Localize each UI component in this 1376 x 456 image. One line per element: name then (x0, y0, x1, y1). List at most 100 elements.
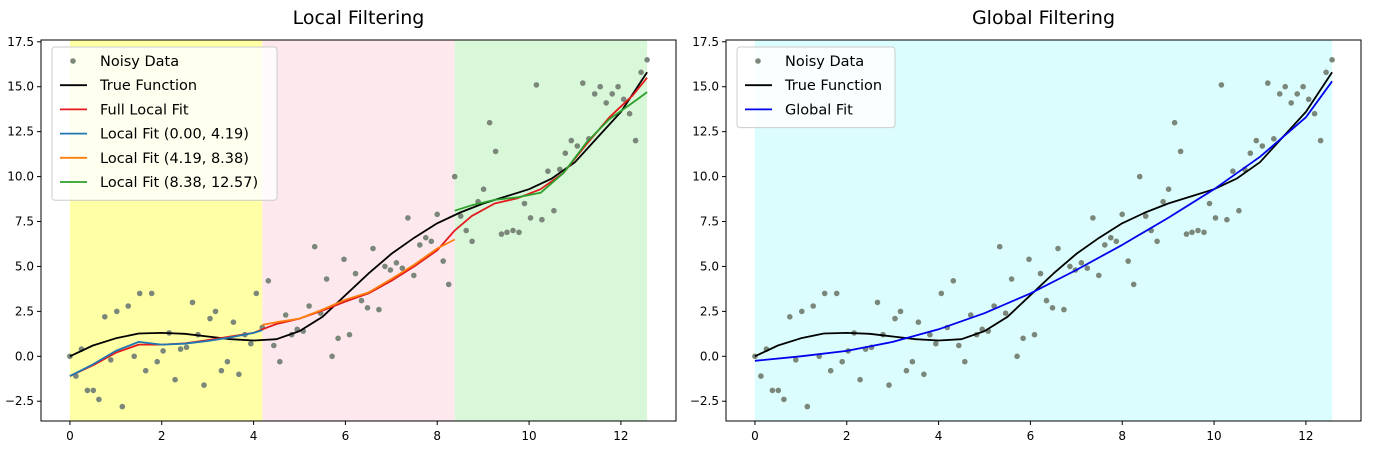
data-point (346, 331, 353, 338)
data-point (183, 344, 190, 351)
y-tick-label: 17.5 (7, 35, 34, 49)
data-point (341, 256, 347, 263)
data-point (1037, 270, 1044, 277)
data-point (177, 346, 184, 352)
data-point (533, 82, 540, 88)
data-point (102, 314, 108, 320)
data-point (626, 110, 633, 117)
data-point (1043, 297, 1050, 304)
data-point (603, 100, 609, 106)
data-point (1171, 119, 1178, 126)
data-point (399, 265, 406, 272)
data-point (114, 308, 120, 315)
data-point (387, 267, 394, 273)
true-function-line (754, 71, 1333, 358)
data-point (1014, 353, 1020, 360)
scatter-series (752, 57, 1335, 410)
data-point (306, 303, 312, 309)
data-point (886, 382, 892, 388)
data-point (1160, 198, 1166, 205)
data-point (1317, 137, 1324, 144)
data-point (1154, 238, 1160, 245)
data-point (393, 260, 400, 266)
global-fit-line (754, 80, 1333, 362)
data-point (781, 396, 787, 403)
data-point (1090, 215, 1096, 221)
data-point (1183, 231, 1190, 237)
data-point (96, 396, 102, 403)
data-point (423, 234, 429, 241)
data-point (236, 371, 242, 378)
data-point (376, 306, 382, 313)
chart-panel-1: 0 2 4 6 8 10 12 −2.5 0.0 2.5 5.0 7.5 10.0 12.5 15.0 17.… (5, 7, 677, 443)
data-point (207, 315, 213, 322)
data-point (1031, 331, 1038, 338)
data-point (1002, 310, 1009, 317)
y-tick-label: 5.0 (15, 259, 34, 273)
y-tick-label: 5.0 (700, 259, 719, 273)
data-point (480, 186, 487, 192)
legend-label: Local Fit (4.19, 8.38) (100, 151, 249, 167)
data-point (1020, 335, 1026, 342)
data-point (827, 367, 834, 374)
legend-label: Global Fit (785, 102, 853, 118)
data-point (510, 227, 516, 234)
data-point (335, 335, 341, 342)
data-point (527, 215, 534, 221)
data-point (154, 358, 160, 365)
data-point (1189, 229, 1195, 236)
data-point (1201, 229, 1207, 236)
data-point (620, 96, 627, 103)
data-point (1195, 227, 1201, 234)
data-point (1026, 256, 1032, 263)
data-point (440, 258, 447, 264)
legend-box (736, 46, 896, 129)
data-point (821, 290, 828, 297)
data-point (933, 340, 939, 347)
legend-marker (70, 58, 76, 64)
legend: Noisy Data True Function Global Fit (736, 46, 896, 129)
data-point (434, 211, 441, 218)
y-tick-label: 10.0 (692, 170, 719, 184)
data-point (545, 168, 551, 174)
data-point (265, 278, 272, 284)
y-tick-label: 17.5 (692, 35, 719, 49)
y-tick-label: 15.0 (692, 80, 719, 94)
data-point (90, 387, 97, 394)
x-tick-label: 8 (433, 429, 441, 443)
local-fit-4-19-8-38-line (262, 238, 456, 326)
data-point (382, 263, 388, 270)
data-point (125, 303, 131, 309)
data-point (638, 69, 644, 76)
x-tick-label: 10 (1206, 429, 1221, 443)
x-tick-label: 10 (521, 429, 536, 443)
data-point (486, 119, 493, 126)
y-tick-label: 10.0 (7, 170, 34, 184)
legend-label: Noisy Data (100, 54, 179, 70)
data-point (1276, 91, 1283, 97)
data-point (492, 148, 499, 155)
x-tick-label: 4 (250, 429, 258, 443)
data-point (224, 358, 231, 365)
chart-panel-2: 0 2 4 6 8 10 12 −2.5 0.0 2.5 5.0 7.5 10.0 12.5 15.0 17.… (690, 7, 1362, 443)
data-point (909, 358, 916, 365)
x-tick-label: 8 (1118, 429, 1126, 443)
data-point (568, 137, 575, 144)
x-tick-label: 0 (751, 429, 759, 443)
data-point (769, 387, 776, 394)
data-point (1282, 83, 1288, 90)
data-point (248, 340, 254, 347)
x-tick-label: 12 (613, 429, 628, 443)
data-point (758, 373, 764, 379)
data-point (927, 331, 933, 338)
data-point (810, 303, 816, 309)
data-point (148, 290, 155, 297)
data-point (591, 91, 598, 97)
y-tick-label: 7.5 (15, 215, 34, 229)
x-tick-label: 2 (158, 429, 166, 443)
data-point (364, 305, 371, 311)
data-point (1300, 83, 1306, 90)
data-point (1049, 305, 1056, 311)
data-point (615, 83, 621, 90)
